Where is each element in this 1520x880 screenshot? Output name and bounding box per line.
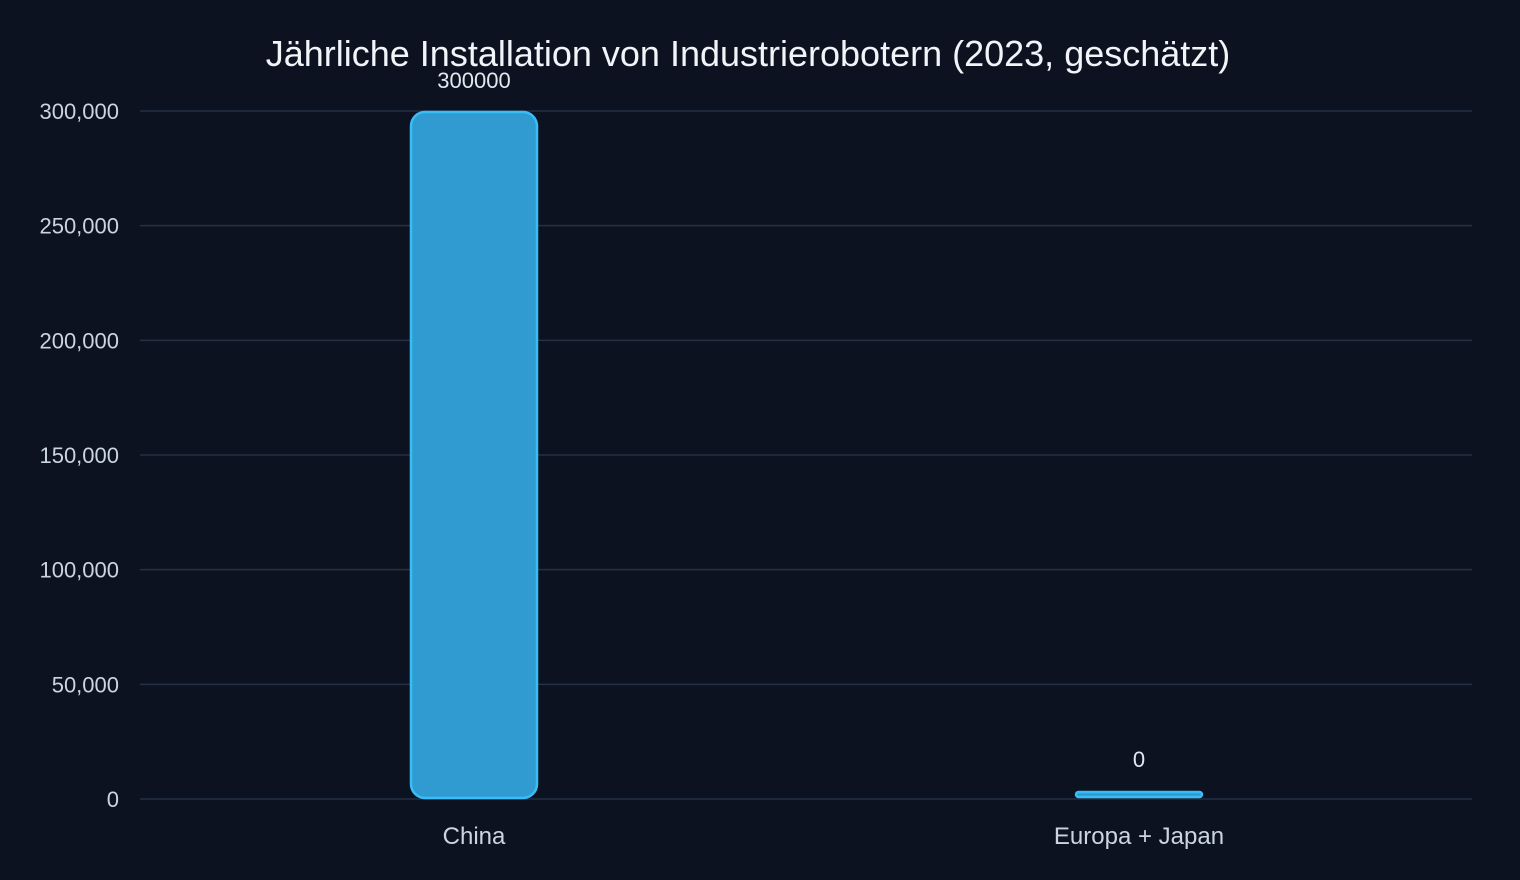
data-labels: 300000 0 [437,68,1145,772]
bar-value-label: 300000 [437,68,510,93]
y-axis-ticks: 0 50,000 100,000 150,000 200,000 250,000 300,0… [39,99,119,812]
y-tick-label: 250,000 [39,214,119,239]
bars [409,110,1204,800]
bar-europa-japan [1074,790,1204,799]
y-tick-label: 200,000 [39,328,119,353]
y-tick-label: 0 [107,787,119,812]
x-category-label: China [443,823,506,850]
bar-value-label: 0 [1133,747,1145,772]
bar-china [409,110,539,800]
y-tick-label: 50,000 [52,672,119,697]
y-tick-label: 150,000 [39,443,119,468]
y-tick-label: 100,000 [39,558,119,583]
gridlines [140,110,1472,800]
x-axis-categories: China Europa + Japan [443,823,1224,850]
chart-title: Jährliche Installation von Industrierobo… [266,33,1231,74]
x-category-label: Europa + Japan [1054,823,1224,850]
y-tick-label: 300,000 [39,99,119,124]
